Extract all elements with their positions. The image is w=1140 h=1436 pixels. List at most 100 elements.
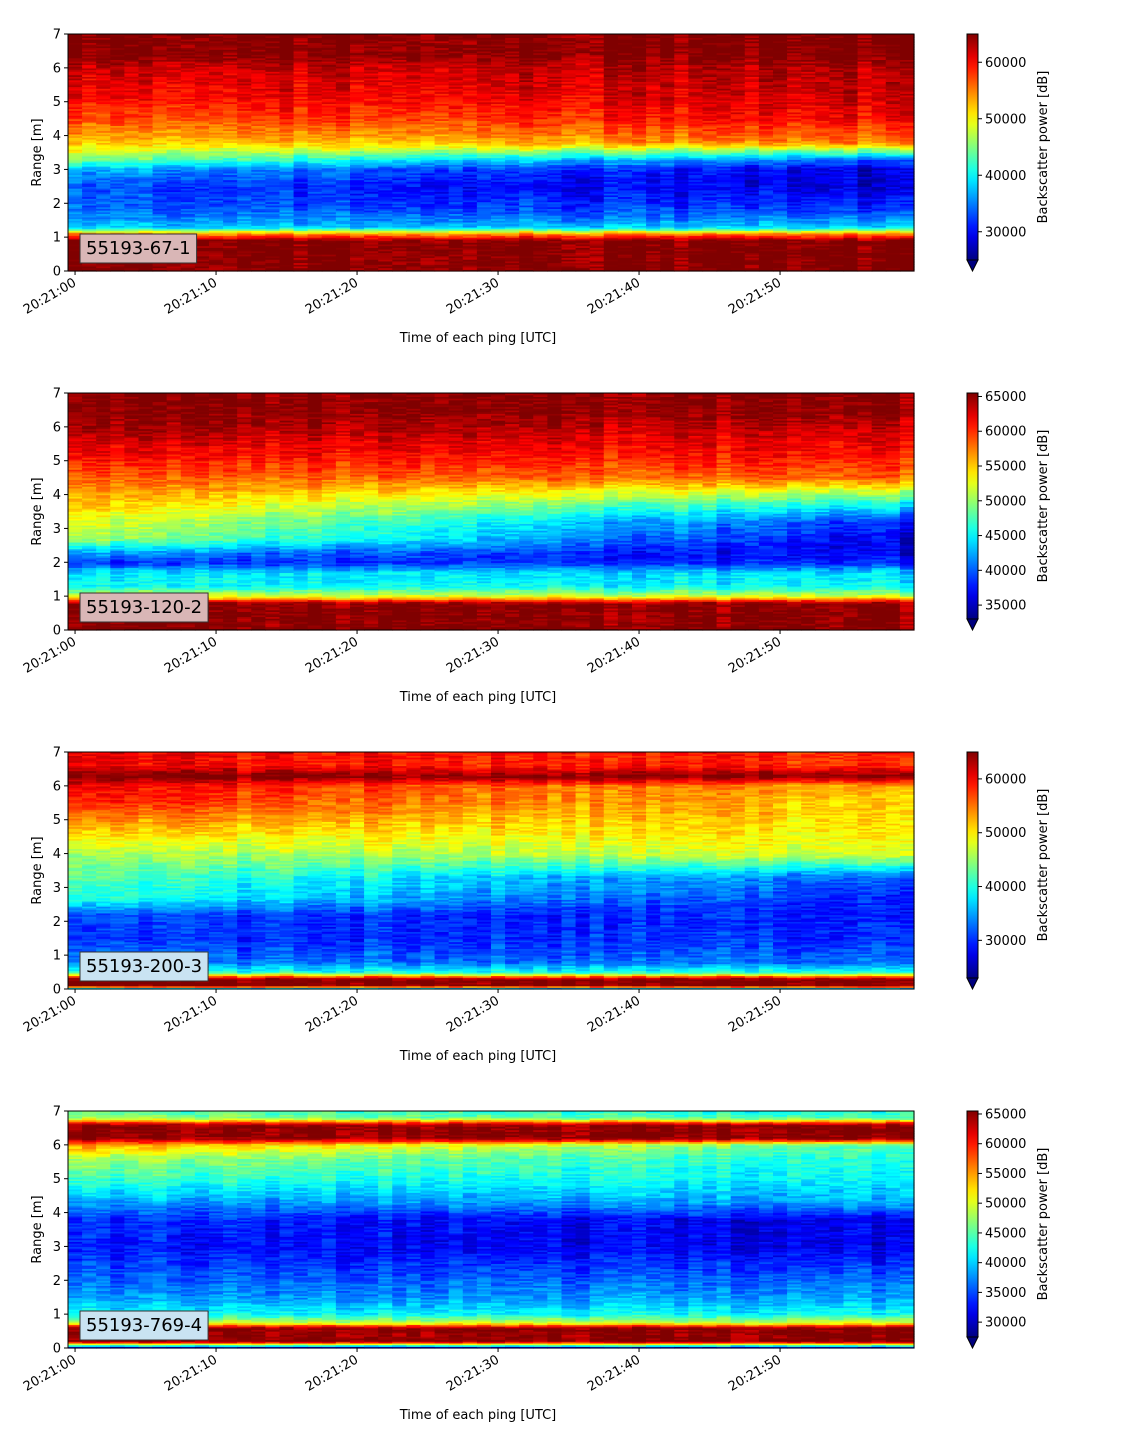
heatmap bbox=[68, 1111, 915, 1349]
x-tick-label: 20:21:00 bbox=[21, 634, 79, 676]
panel-2: 0 1 2 3 4 5 6 7 20:21:00 20:21:10 20:21:20 20:21:30… bbox=[21, 387, 1051, 706]
colorbar-label: Backscatter power [dB] bbox=[1036, 71, 1051, 224]
colorbar-tick-label: 60000 bbox=[985, 56, 1026, 71]
colorbar-tick-label: 60000 bbox=[985, 772, 1026, 787]
colorbar-gradient bbox=[966, 1110, 979, 1338]
x-tick-label: 20:21:40 bbox=[585, 1352, 643, 1394]
y-tick-label: 2 bbox=[53, 1274, 61, 1289]
y-tick-label: 7 bbox=[53, 1105, 61, 1120]
colorbar-tick-label: 40000 bbox=[985, 564, 1026, 579]
axes-frame bbox=[67, 33, 915, 272]
colorbar-tick-label: 30000 bbox=[985, 934, 1026, 949]
y-axis-label: Range [m] bbox=[30, 477, 45, 545]
colorbar-gradient bbox=[966, 33, 979, 261]
colorbar-tick-label: 30000 bbox=[985, 225, 1026, 240]
x-tick-label: 20:21:00 bbox=[21, 275, 79, 317]
x-tick-label: 20:21:30 bbox=[444, 634, 502, 676]
colorbar-label: Backscatter power [dB] bbox=[1036, 430, 1051, 583]
colorbar: 35000 40000 45000 50000 55000 60000 65000 Backs… bbox=[966, 390, 1051, 632]
panel-4: 0 1 2 3 4 5 6 7 20:21:00 20:21:10 20:21:20 20:21:30… bbox=[21, 1105, 1051, 1424]
x-tick-label: 20:21:50 bbox=[726, 1352, 784, 1394]
colorbar-tick-label: 45000 bbox=[985, 1226, 1026, 1241]
y-tick-label: 2 bbox=[53, 556, 61, 571]
panel-tag: 55193-120-2 bbox=[79, 592, 209, 623]
x-tick-label: 20:21:30 bbox=[444, 1352, 502, 1394]
panel-tag: 55193-200-3 bbox=[79, 951, 209, 982]
colorbar-tick-label: 35000 bbox=[985, 1286, 1026, 1301]
y-tick-label: 1 bbox=[53, 949, 61, 964]
y-tick-label: 5 bbox=[53, 813, 61, 828]
x-tick-label: 20:21:30 bbox=[444, 275, 502, 317]
y-tick-label: 7 bbox=[53, 28, 61, 43]
y-tick-label: 0 bbox=[53, 265, 61, 280]
panel-tag-text: 55193-200-3 bbox=[86, 956, 202, 977]
y-tick-label: 7 bbox=[53, 746, 61, 761]
panel-tag-text: 55193-120-2 bbox=[86, 597, 202, 618]
y-axis-label: Range [m] bbox=[30, 836, 45, 904]
colorbar-tick-label: 50000 bbox=[985, 494, 1026, 509]
x-tick-label: 20:21:10 bbox=[162, 1352, 220, 1394]
colorbar-gradient bbox=[966, 392, 979, 620]
colorbar-tick-label: 65000 bbox=[985, 1107, 1026, 1122]
y-tick-label: 3 bbox=[53, 163, 61, 178]
colorbar-tick-label: 60000 bbox=[985, 425, 1026, 440]
y-tick-label: 6 bbox=[53, 420, 61, 435]
colorbar-tick-label: 55000 bbox=[985, 460, 1026, 475]
y-tick-label: 4 bbox=[53, 1206, 61, 1221]
x-tick-label: 20:21:40 bbox=[585, 275, 643, 317]
axes-frame bbox=[67, 1110, 915, 1349]
colorbar-tick-label: 40000 bbox=[985, 880, 1026, 895]
y-axis-label: Range [m] bbox=[30, 118, 45, 186]
y-tick-label: 2 bbox=[53, 915, 61, 930]
x-tick-label: 20:21:10 bbox=[162, 993, 220, 1035]
x-tick-label: 20:21:20 bbox=[303, 1352, 361, 1394]
x-tick-label: 20:21:20 bbox=[303, 275, 361, 317]
y-tick-label: 6 bbox=[53, 1138, 61, 1153]
x-tick-label: 20:21:10 bbox=[162, 275, 220, 317]
colorbar-tick-label: 45000 bbox=[985, 529, 1026, 544]
panel-tag-text: 55193-67-1 bbox=[86, 238, 191, 259]
panel-3: 0 1 2 3 4 5 6 7 20:21:00 20:21:10 20:21:20 20:21:30… bbox=[21, 746, 1051, 1065]
panel-tag-box bbox=[79, 1310, 209, 1341]
colorbar-label: Backscatter power [dB] bbox=[1036, 789, 1051, 942]
y-tick-label: 4 bbox=[53, 488, 61, 503]
colorbar-tick-label: 30000 bbox=[985, 1316, 1026, 1331]
panel-tag-text: 55193-769-4 bbox=[86, 1315, 202, 1336]
x-axis-label: Time of each ping [UTC] bbox=[399, 690, 557, 705]
y-tick-label: 5 bbox=[53, 95, 61, 110]
colorbar-tick-label: 50000 bbox=[985, 826, 1026, 841]
x-tick-label: 20:21:50 bbox=[726, 275, 784, 317]
colorbar-tick-label: 50000 bbox=[985, 1197, 1026, 1212]
colorbar-extend-min bbox=[966, 259, 979, 273]
panel-tag: 55193-769-4 bbox=[79, 1310, 209, 1341]
colorbar-gradient bbox=[966, 751, 979, 979]
x-tick-label: 20:21:30 bbox=[444, 993, 502, 1035]
colorbar-tick-label: 35000 bbox=[985, 599, 1026, 614]
panel-tag-box bbox=[79, 592, 209, 623]
y-tick-label: 1 bbox=[53, 231, 61, 246]
x-tick-label: 20:21:50 bbox=[726, 993, 784, 1035]
colorbar-extend-min bbox=[966, 618, 979, 632]
axes-frame bbox=[67, 392, 915, 631]
colorbar-extend-min bbox=[966, 1336, 979, 1350]
x-tick-label: 20:21:00 bbox=[21, 993, 79, 1035]
x-axis-label: Time of each ping [UTC] bbox=[399, 1049, 557, 1064]
y-tick-label: 0 bbox=[53, 983, 61, 998]
colorbar-tick-label: 65000 bbox=[985, 390, 1026, 405]
y-tick-label: 1 bbox=[53, 590, 61, 605]
y-tick-label: 4 bbox=[53, 847, 61, 862]
x-axis-label: Time of each ping [UTC] bbox=[399, 1408, 557, 1423]
axes-frame bbox=[67, 751, 915, 990]
colorbar-label: Backscatter power [dB] bbox=[1036, 1148, 1051, 1301]
y-tick-label: 6 bbox=[53, 61, 61, 76]
y-axis-label: Range [m] bbox=[30, 1195, 45, 1263]
y-tick-label: 6 bbox=[53, 779, 61, 794]
colorbar-tick-label: 50000 bbox=[985, 112, 1026, 127]
heatmap bbox=[68, 752, 915, 990]
x-tick-label: 20:21:00 bbox=[21, 1352, 79, 1394]
colorbar: 30000 40000 50000 60000 Backscatter power [d… bbox=[966, 751, 1051, 991]
y-tick-label: 7 bbox=[53, 387, 61, 402]
x-axis-label: Time of each ping [UTC] bbox=[399, 331, 557, 346]
colorbar-tick-label: 55000 bbox=[985, 1167, 1026, 1182]
x-tick-label: 20:21:40 bbox=[585, 993, 643, 1035]
